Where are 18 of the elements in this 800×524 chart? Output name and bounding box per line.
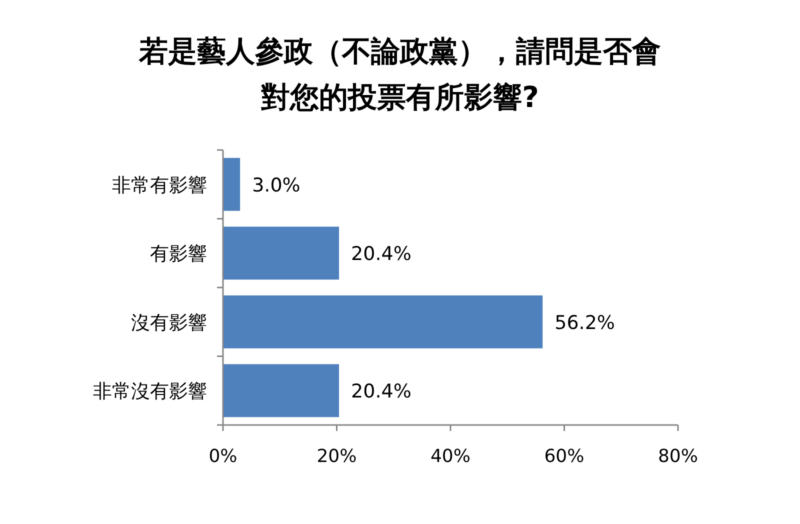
y-tick-label: 非常沒有影響 [93,380,207,403]
y-tick-label: 沒有影響 [131,312,207,334]
x-tick-label: 20% [316,446,357,467]
bar [223,158,240,211]
data-label: 56.2% [554,312,615,334]
x-tick-label: 0% [208,446,238,467]
bar [223,295,543,348]
bar [223,226,340,280]
chart-title: 若是藝人參政（不論政黨），請問是否會對您的投票有所影響? [138,33,662,116]
y-tick-label: 非常有影響 [112,174,207,196]
x-tick-label: 60% [544,446,584,467]
data-label: 3.0% [252,174,300,196]
data-label: 20.4% [351,380,412,403]
y-tick-label: 有影響 [150,243,207,266]
x-tick-label: 40% [430,446,471,467]
data-label: 20.4% [351,243,412,266]
x-tick-label: 80% [658,446,698,467]
bar [223,364,340,418]
